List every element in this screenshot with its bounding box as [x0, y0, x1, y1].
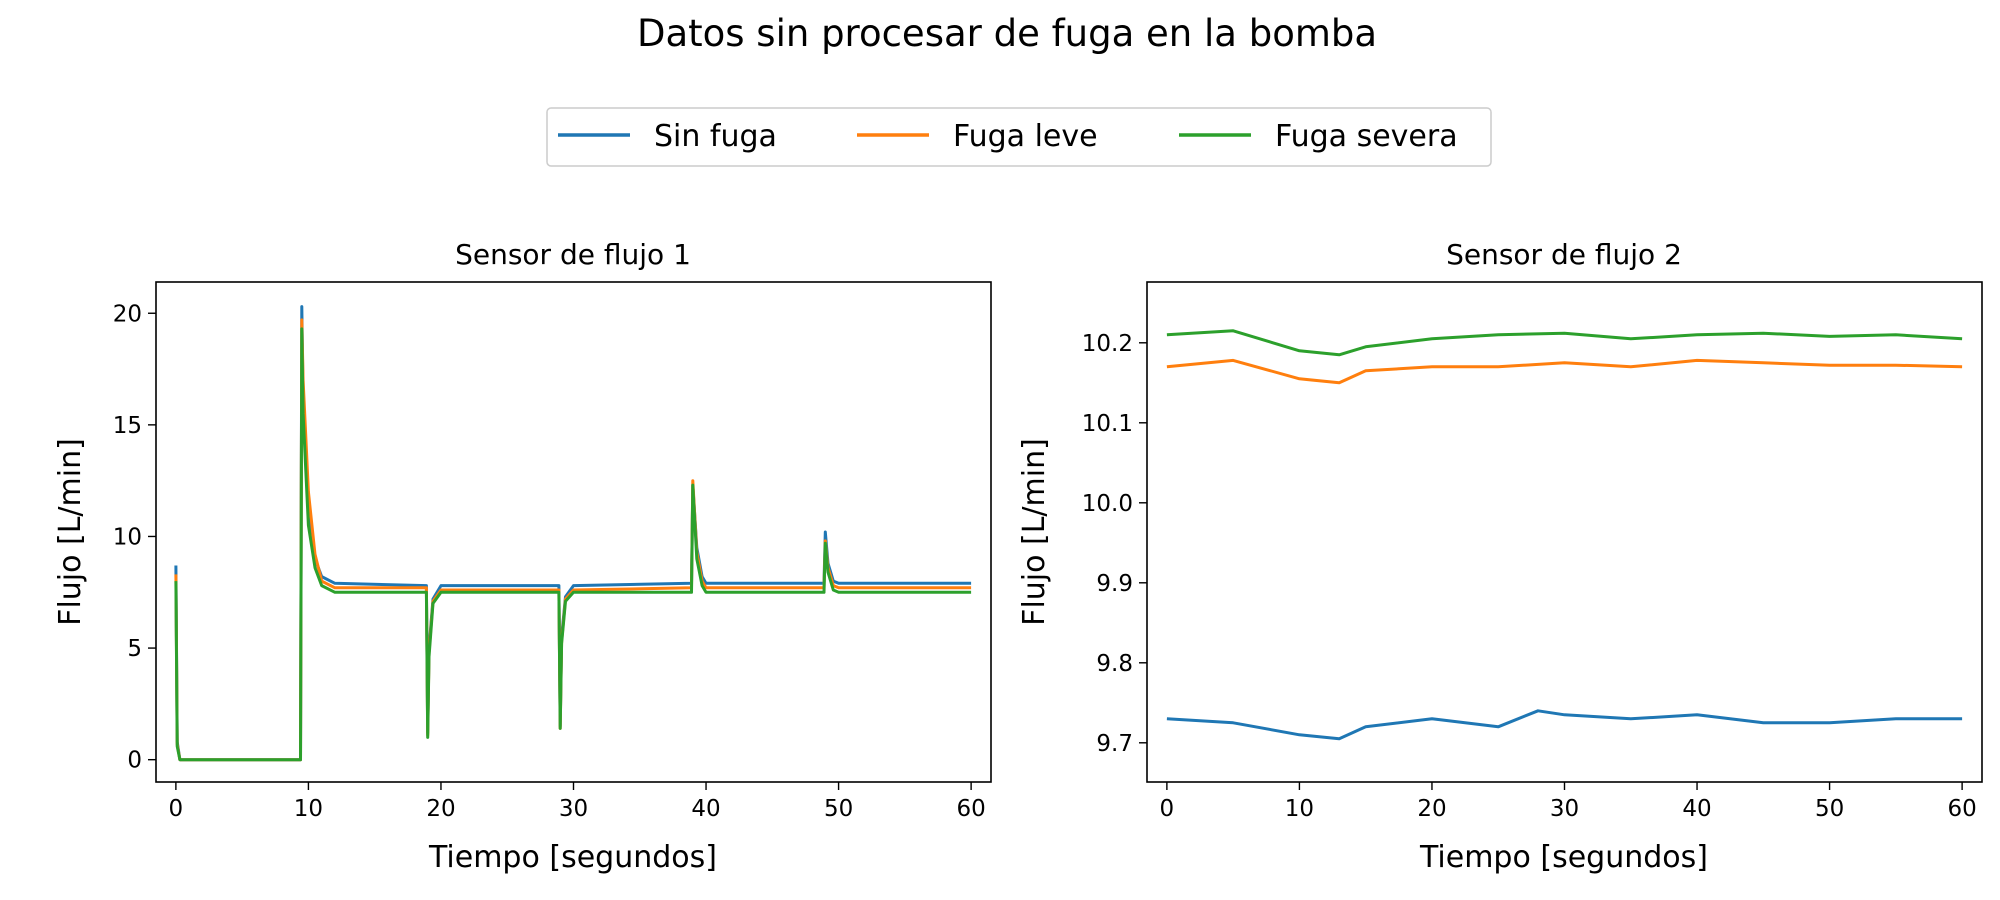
y-tick-label: 10 [113, 524, 142, 550]
x-tick-label: 60 [1947, 796, 1976, 822]
panel-1-frame [155, 281, 992, 783]
x-tick-label: 10 [1285, 796, 1314, 822]
panel-2-plot: 0 10 20 30 40 50 60 9.7 9.8 9.9 10.0 10.1 10.2 [1082, 329, 1977, 822]
panel-2-frame [1146, 281, 1983, 783]
panel-2-ylabel: Flujo [L/min] [1017, 438, 1052, 626]
legend-label-fuga-severa: Fuga severa [1275, 119, 1458, 154]
series-line-sin-fuga [174, 305, 972, 762]
y-tick-label: 9.9 [1096, 571, 1133, 597]
x-tick-label: 0 [169, 796, 184, 822]
y-tick-label: 10.2 [1082, 331, 1133, 357]
y-tick-label: 10.1 [1082, 411, 1133, 437]
y-tick-label: 20 [113, 301, 142, 327]
x-tick-label: 0 [1160, 796, 1175, 822]
series-line-fuga-leve [174, 318, 972, 762]
panel-2-title: Sensor de flujo 2 [1446, 238, 1682, 271]
x-tick-label: 60 [956, 796, 985, 822]
x-tick-label: 50 [1815, 796, 1844, 822]
y-tick-label: 9.8 [1096, 651, 1133, 677]
y-tick-label: 10.0 [1082, 491, 1133, 517]
legend-label-fuga-leve: Fuga leve [953, 119, 1098, 154]
x-tick-label: 50 [824, 796, 853, 822]
x-tick-label: 30 [559, 796, 588, 822]
panel-1-xlabel: Tiempo [segundos] [428, 840, 717, 875]
y-tick-label: 5 [127, 636, 142, 662]
panel-sensor-2: Sensor de flujo 2 0 10 20 30 40 50 60 9.7 9.8 9.9… [1017, 238, 1983, 875]
panel-1-ylabel: Flujo [L/min] [53, 438, 88, 626]
panel-1-plot: 0 10 20 30 40 50 60 0 5 10 15 20 [113, 301, 986, 822]
panel-2-xlabel: Tiempo [segundos] [1419, 840, 1708, 875]
series-line-sin-fuga [1166, 709, 1963, 741]
panel-1-title: Sensor de flujo 1 [455, 238, 691, 271]
series-line-fuga-severa [174, 327, 972, 762]
x-tick-label: 10 [294, 796, 323, 822]
legend: Sin fuga Fuga leve Fuga severa [546, 107, 1492, 167]
legend-label-sin-fuga: Sin fuga [654, 119, 777, 154]
y-tick-label: 9.7 [1096, 731, 1133, 757]
x-tick-label: 40 [1682, 796, 1711, 822]
suptitle: Datos sin procesar de fuga en la bomba [637, 12, 1377, 55]
x-tick-label: 20 [1417, 796, 1446, 822]
series-line-fuga-leve [1166, 358, 1963, 385]
panel-sensor-1: Sensor de flujo 1 0 10 20 30 40 50 6005101520 … [53, 238, 992, 875]
x-tick-label: 20 [426, 796, 455, 822]
y-tick-label: 0 [127, 748, 142, 774]
x-tick-label: 30 [1550, 796, 1579, 822]
series-line-fuga-severa [1166, 329, 1963, 357]
x-tick-label: 40 [691, 796, 720, 822]
y-tick-label: 15 [113, 413, 142, 439]
legend-frame [546, 107, 1492, 167]
